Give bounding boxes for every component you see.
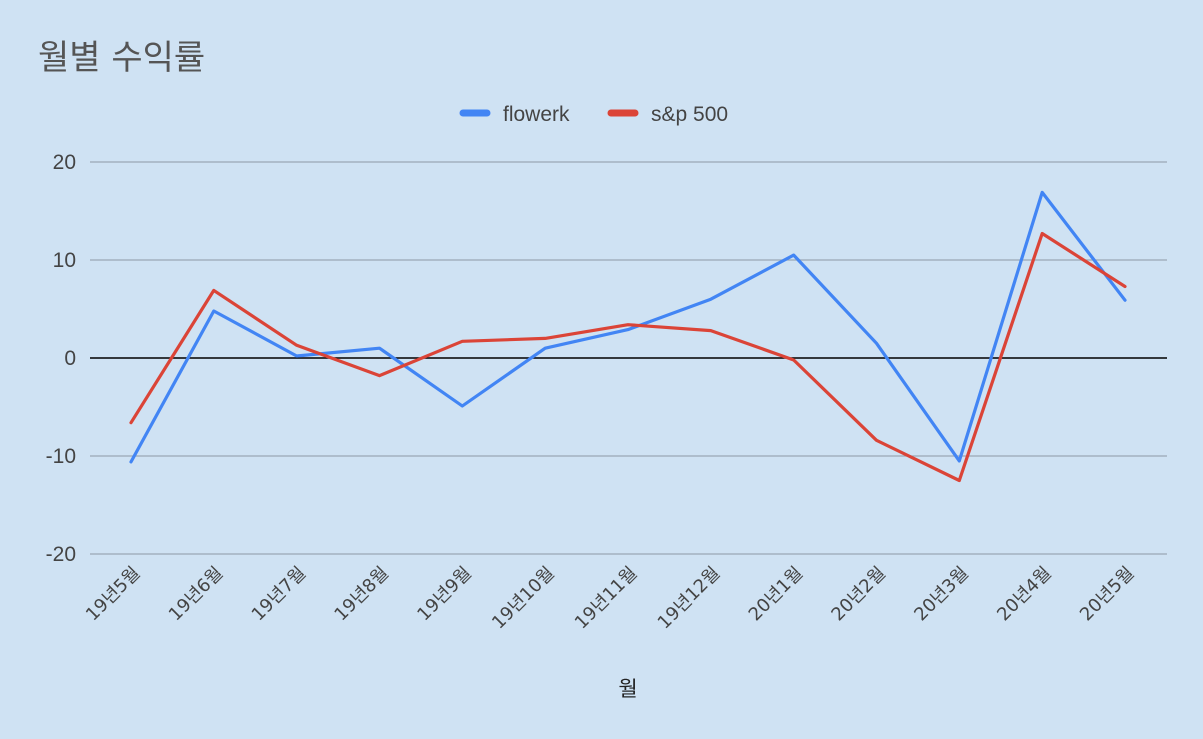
x-tick-label: 19년5월 [82,563,145,626]
x-tick-label: 20년4월 [993,563,1056,626]
y-tick-label: 0 [64,347,76,370]
y-tick-label: -20 [46,543,76,566]
x-tick-label: 19년11월 [571,563,642,634]
y-tick-label: 20 [53,151,76,174]
series-line-flowerk [129,190,1127,464]
legend-label: s&p 500 [651,103,728,126]
y-tick-label: -10 [46,445,76,468]
x-tick-label: 20년3월 [910,563,973,626]
y-tick-label: 10 [53,249,76,272]
chart-title: 월별 수익률 [38,38,206,78]
x-tick-label: 20년1월 [745,563,808,626]
x-tick-label: 19년12월 [654,563,725,634]
x-tick-label: 19년9월 [413,563,476,626]
x-axis-title: 월 [618,677,637,701]
legend-label: flowerk [503,103,570,126]
x-tick-label: 19년7월 [248,563,311,626]
x-tick-label: 19년10월 [488,563,559,634]
x-tick-label: 20년2월 [827,563,890,626]
x-tick-label: 19년8월 [330,563,393,626]
x-tick-label: 20년5월 [1076,563,1139,626]
x-tick-label: 19년6월 [165,563,228,626]
series-line-sp500 [129,231,1127,483]
